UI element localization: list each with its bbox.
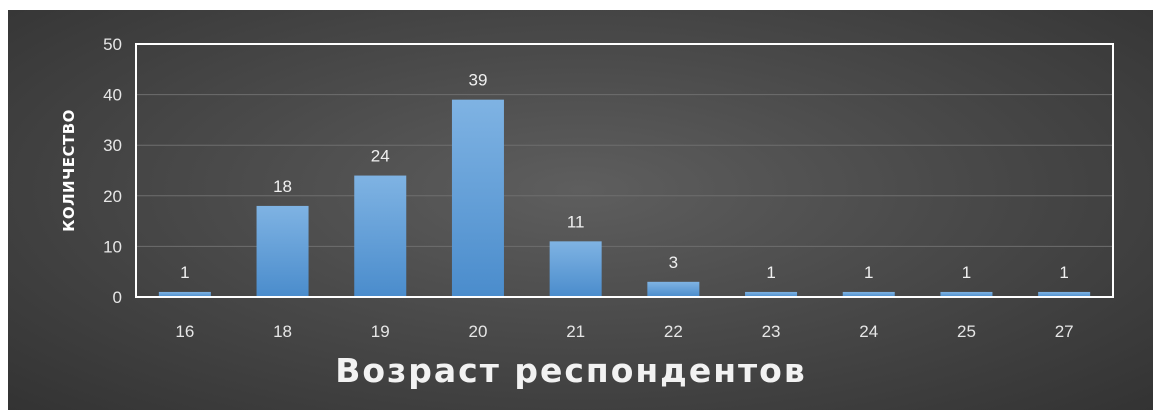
y-axis-ticks: 0 10 20 30 40 50 xyxy=(103,35,122,307)
bar-21 xyxy=(549,241,602,297)
x-tick-label: 20 xyxy=(468,322,487,341)
gridlines xyxy=(136,94,1113,247)
bar-16 xyxy=(158,291,211,297)
y-tick-label: 30 xyxy=(103,136,122,155)
bar-22 xyxy=(647,281,700,297)
bar-24 xyxy=(842,291,895,297)
y-tick-label: 50 xyxy=(103,35,122,54)
bar-27 xyxy=(1038,291,1091,297)
bar-19 xyxy=(354,175,407,297)
data-label-20: 39 xyxy=(468,71,487,90)
data-label-23: 1 xyxy=(766,263,775,282)
x-tick-label: 27 xyxy=(1055,322,1074,341)
y-tick-label: 0 xyxy=(113,288,122,307)
data-label-25: 1 xyxy=(962,263,971,282)
x-tick-label: 19 xyxy=(371,322,390,341)
x-tick-label: 23 xyxy=(762,322,781,341)
x-tick-label: 18 xyxy=(273,322,292,341)
bar-18 xyxy=(256,205,309,297)
data-label-16: 1 xyxy=(180,263,189,282)
chart-frame: 1 18 24 39 11 3 1 1 1 1 0 10 20 30 40 50 16 18 19 20 21 22 2… xyxy=(8,10,1153,410)
data-label-24: 1 xyxy=(864,263,873,282)
y-tick-label: 40 xyxy=(103,86,122,105)
y-tick-label: 20 xyxy=(103,187,122,206)
x-tick-label: 22 xyxy=(664,322,683,341)
y-tick-label: 10 xyxy=(103,237,122,256)
x-tick-label: 25 xyxy=(957,322,976,341)
x-tick-label: 16 xyxy=(175,322,194,341)
data-label-21: 11 xyxy=(567,212,585,231)
data-label-27: 1 xyxy=(1059,263,1068,282)
bar-20 xyxy=(451,99,504,297)
bars xyxy=(158,99,1091,297)
x-tick-label: 21 xyxy=(566,322,585,341)
y-axis-label: КОЛИЧЕСТВО xyxy=(60,109,78,232)
bar-25 xyxy=(940,291,993,297)
data-label-18: 18 xyxy=(273,177,292,196)
data-label-19: 24 xyxy=(371,147,390,166)
x-tick-label: 24 xyxy=(859,322,878,341)
plot-area-border xyxy=(135,43,1114,298)
data-label-22: 3 xyxy=(669,253,678,272)
x-axis-ticks: 16 18 19 20 21 22 23 24 25 27 xyxy=(175,322,1073,341)
x-axis-label: Возраст респондентов xyxy=(335,351,806,390)
bar-23 xyxy=(745,291,798,297)
